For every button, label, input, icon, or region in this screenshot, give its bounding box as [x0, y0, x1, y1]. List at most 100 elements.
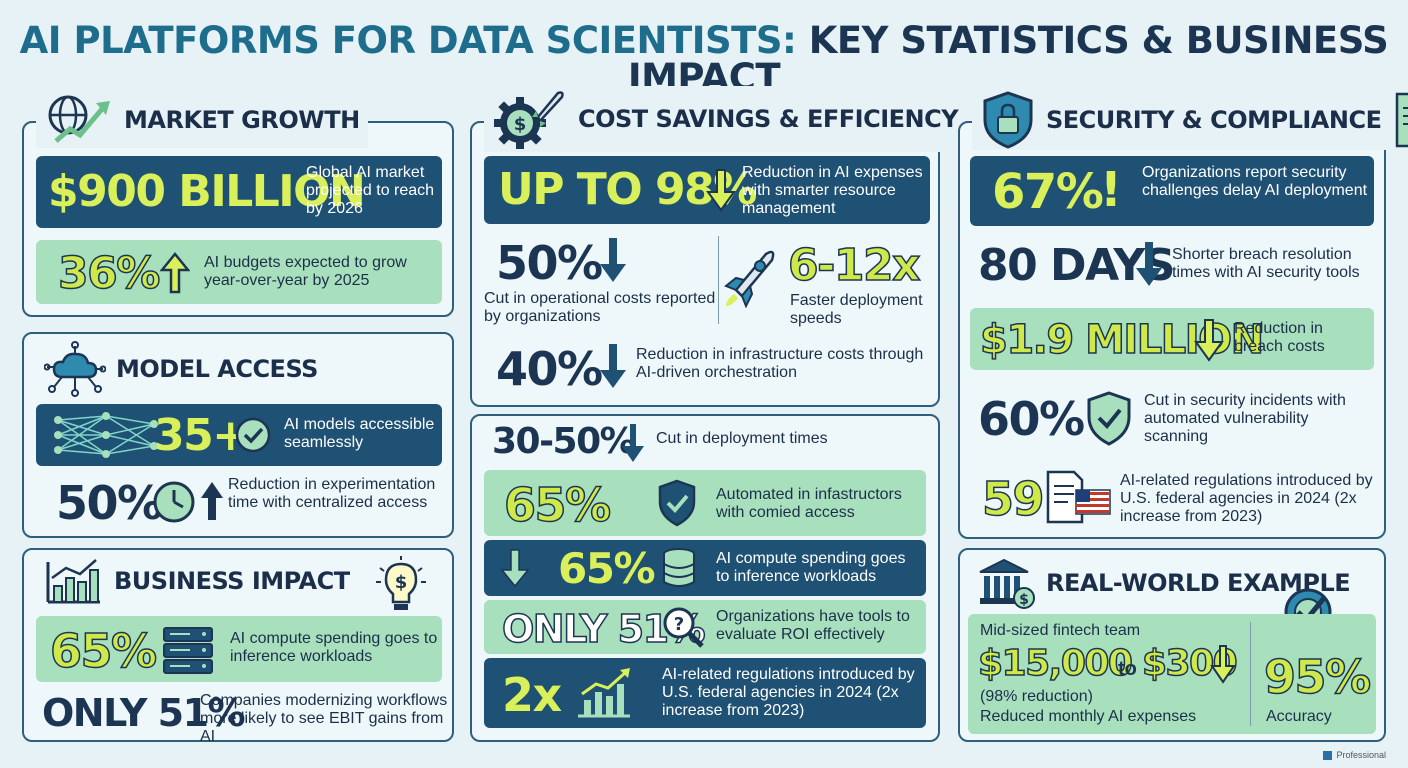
inference-value: 65%	[558, 544, 656, 593]
infra-cost-desc: Reduction in infrastructure costs throug…	[636, 346, 924, 381]
lightbulb-dollar-icon: $	[376, 556, 426, 610]
title-part-2: KEY STATISTICS & BUSINESS IMPACT	[627, 19, 1389, 99]
ops-cost-value: 50%	[496, 236, 603, 290]
gear-rocket-icon: $	[494, 91, 564, 149]
budget-growth-band: 36% AI budgets expected to grow year-ove…	[36, 240, 442, 304]
footer-label: Professional	[1336, 750, 1386, 760]
arrow-down-icon	[600, 344, 626, 388]
deploy-time-value: 30-50%	[492, 421, 636, 462]
fintech-reduction: (98% reduction)	[980, 688, 1093, 705]
check-circle-icon	[235, 417, 271, 453]
svg-text:$: $	[514, 114, 527, 135]
automation-value: 65%	[503, 478, 612, 532]
budget-growth-desc: AI budgets expected to grow year-over-ye…	[204, 254, 407, 289]
deploy-speed-desc: Faster deployment speeds	[790, 292, 923, 327]
roi-tools-band: ONLY 51% ? Organizations have tools to e…	[484, 600, 926, 654]
regulations-desc: AI-related regulations introduced by U.S…	[662, 666, 915, 719]
divider	[718, 236, 719, 324]
business-impact-header: BUSINESS IMPACT	[36, 556, 358, 606]
ai-expense-value-text: UP TO 98%	[498, 164, 757, 215]
ai-expense-band: UP TO 98% Reduction in AI expenses with …	[484, 156, 930, 224]
ai-expense-value: UP TO 98%	[498, 168, 757, 212]
automation-band: 65% Automated in infastructors with comi…	[484, 470, 926, 536]
models-desc: AI models accessible seamlessly	[284, 416, 435, 451]
arrow-down-icon	[600, 238, 626, 282]
shield-lock-icon	[983, 91, 1033, 149]
inference-spend-value: 65%	[49, 624, 158, 678]
neural-network-icon	[54, 412, 158, 458]
ops-cost-desc: Cut in operational costs reported by org…	[484, 290, 716, 325]
deploy-time-desc: Cut in deployment times	[656, 430, 828, 447]
cost-savings-title: COST SAVINGS & EFFICIENCY	[578, 105, 959, 133]
fintech-team: Mid-sized fintech team	[980, 622, 1141, 639]
security-delay-desc: Organizations report security challenges…	[1142, 164, 1368, 199]
document-gavel-icon	[1396, 92, 1408, 148]
growth-chart-icon	[578, 668, 630, 718]
title-part-1: AI PLATFORMS FOR DATA SCIENTISTS:	[19, 19, 797, 62]
svg-text:$: $	[395, 572, 408, 593]
automation-desc: Automated in infastructors with comied a…	[716, 486, 902, 521]
roi-tools-desc: Organizations have tools to evaluate ROI…	[716, 608, 910, 643]
cloud-network-icon	[44, 341, 106, 397]
security-delay-value: 67%	[992, 164, 1104, 220]
regs-count-desc: AI-related regulations introduced by U.S…	[1120, 472, 1373, 525]
business-impact-title: BUSINESS IMPACT	[114, 567, 350, 595]
arrow-down-icon	[1210, 645, 1236, 684]
regs-count-value: 59	[981, 472, 1045, 526]
brand-icon	[1323, 750, 1333, 760]
divider	[1250, 622, 1251, 726]
fintech-band: Mid-sized fintech team $15,000 to $300 (…	[968, 614, 1376, 734]
deploy-speed-value: 6-12x	[787, 240, 921, 291]
arrow-down-icon	[1194, 319, 1224, 362]
ebit-value: ONLY 51%	[42, 691, 246, 735]
market-size-value: $900 BILLION	[48, 166, 366, 217]
regulations-band: 2x AI-related regulations introduced by …	[484, 658, 926, 728]
accuracy-label: Accuracy	[1266, 708, 1332, 725]
breach-cost-desc: Reduction in breach costs	[1234, 320, 1325, 355]
cost-savings-header: $ COST SAVINGS & EFFICIENCY	[484, 86, 967, 152]
magnifier-question-icon: ?	[663, 607, 704, 648]
security-title: SECURITY & COMPLIANCE	[1046, 106, 1382, 134]
svg-text:$: $	[1019, 592, 1029, 608]
market-size-desc: Global AI market projected to reach by 2…	[306, 164, 435, 217]
model-access-header: MODEL ACCESS	[36, 340, 326, 398]
incidents-value: 60%	[978, 392, 1085, 446]
fintech-to-word: to	[1118, 658, 1137, 680]
ebit-desc: Companies modernizing workflows more lik…	[200, 692, 448, 745]
models-value: 35+	[154, 410, 249, 461]
database-icon	[663, 548, 695, 587]
inference-spend-band: 65% AI compute spending goes to inferenc…	[36, 616, 442, 682]
inference-spend-desc: AI compute spending goes to inference wo…	[230, 630, 438, 665]
accuracy-value: 95%	[1263, 650, 1372, 704]
market-size-band: $900 BILLION Global AI market projected …	[36, 156, 442, 228]
breach-days-desc: Shorter breach resolution times with AI …	[1172, 246, 1360, 281]
incidents-desc: Cut in security incidents with automated…	[1144, 392, 1346, 445]
models-band: 35+ AI models accessible seamlessly	[36, 404, 442, 466]
server-icon	[163, 627, 213, 674]
security-header: SECURITY & COMPLIANCE	[972, 90, 1408, 150]
regulations-value: 2x	[502, 668, 562, 722]
rocket-icon	[724, 250, 775, 308]
inference-band: 65% AI compute spending goes to inferenc…	[484, 540, 926, 596]
bank-dollar-icon: $	[979, 558, 1035, 609]
model-access-title: MODEL ACCESS	[116, 355, 318, 383]
arrow-up-icon	[160, 252, 190, 294]
document-flag-icon	[1046, 470, 1111, 524]
breach-cost-band: $1.9 MILLION Reduction in breach costs	[970, 308, 1374, 370]
alert-mark: !	[1100, 162, 1122, 218]
market-growth-title: MARKET GROWTH	[124, 106, 360, 134]
security-delay-band: 67% ! Organizations report security chal…	[970, 156, 1374, 226]
fintech-from-value: $15,000	[977, 643, 1133, 684]
arrow-down-icon	[622, 424, 644, 462]
infra-cost-value: 40%	[496, 342, 603, 396]
budget-growth-value: 36%	[57, 248, 161, 299]
shield-check-icon	[658, 479, 696, 527]
breach-days-value: 80 DAYS	[978, 240, 1175, 291]
page-title: AI PLATFORMS FOR DATA SCIENTISTS: KEY ST…	[0, 22, 1408, 96]
experiment-time-desc: Reduction in experimentation time with c…	[228, 476, 436, 511]
experiment-time-value: 50%	[56, 476, 163, 530]
breach-cost-value: $1.9 MILLION	[979, 317, 1265, 363]
shield-check-icon	[1087, 391, 1131, 446]
inference-desc: AI compute spending goes to inference wo…	[716, 550, 906, 585]
svg-text:?: ?	[674, 614, 684, 635]
